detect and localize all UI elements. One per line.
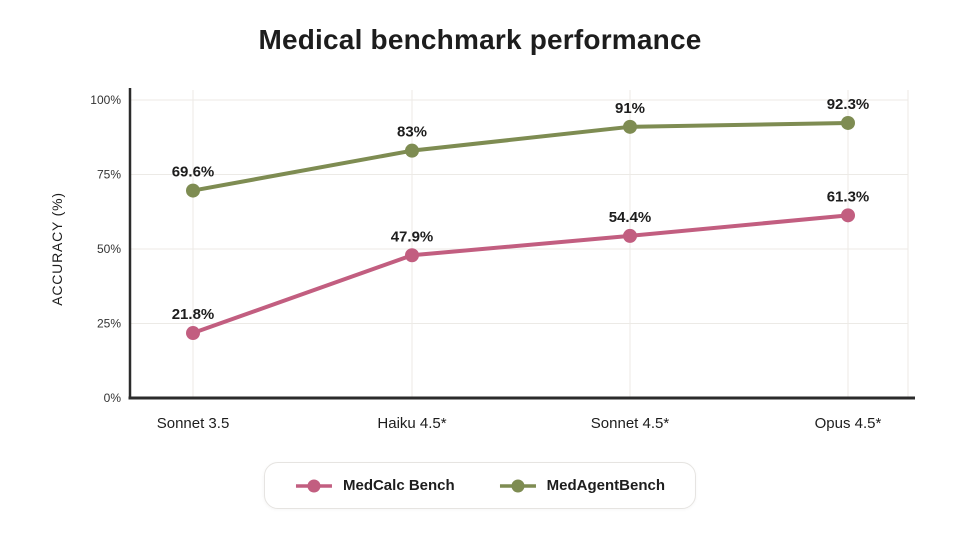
data-point <box>841 115 855 130</box>
x-category-label: Sonnet 3.5 <box>157 415 230 432</box>
value-label: 61.3% <box>827 188 870 205</box>
series-line <box>191 120 850 193</box>
data-point <box>405 143 419 158</box>
value-label: 54.4% <box>609 209 652 226</box>
value-label: 21.8% <box>172 306 215 323</box>
value-label: 91% <box>615 100 645 117</box>
value-label: 47.9% <box>391 228 434 245</box>
chart-title: Medical benchmark performance <box>258 24 702 55</box>
y-tick-label: 100% <box>90 93 121 107</box>
value-label: 69.6% <box>172 164 215 181</box>
chart-legend: MedCalc Bench MedAgentBench <box>263 462 697 509</box>
data-point <box>623 228 637 243</box>
legend-label-medcalc: MedCalc Bench <box>342 477 455 494</box>
data-point <box>186 326 200 341</box>
medagent-line-marker-icon <box>499 479 536 492</box>
legend-label-medagent: MedAgentBench <box>546 477 666 494</box>
series-line <box>191 213 850 336</box>
x-category-label: Opus 4.5* <box>815 415 882 432</box>
x-category-label: Sonnet 4.5* <box>591 415 670 432</box>
value-label: 92.3% <box>827 96 870 113</box>
data-point <box>623 119 637 134</box>
legend-item-medcalc: MedCalc Bench <box>295 477 455 494</box>
data-point <box>841 208 855 223</box>
y-tick-label: 50% <box>97 242 121 256</box>
data-point <box>186 183 200 198</box>
y-tick-label: 75% <box>97 168 121 182</box>
x-category-label: Haiku 4.5* <box>377 415 446 432</box>
data-point <box>405 248 419 263</box>
y-tick-label: 0% <box>104 391 122 405</box>
y-tick-label: 25% <box>97 317 121 331</box>
legend-item-medagent: MedAgentBench <box>499 477 665 494</box>
medcalc-line-marker-icon <box>295 479 332 492</box>
value-label: 83% <box>397 124 427 141</box>
